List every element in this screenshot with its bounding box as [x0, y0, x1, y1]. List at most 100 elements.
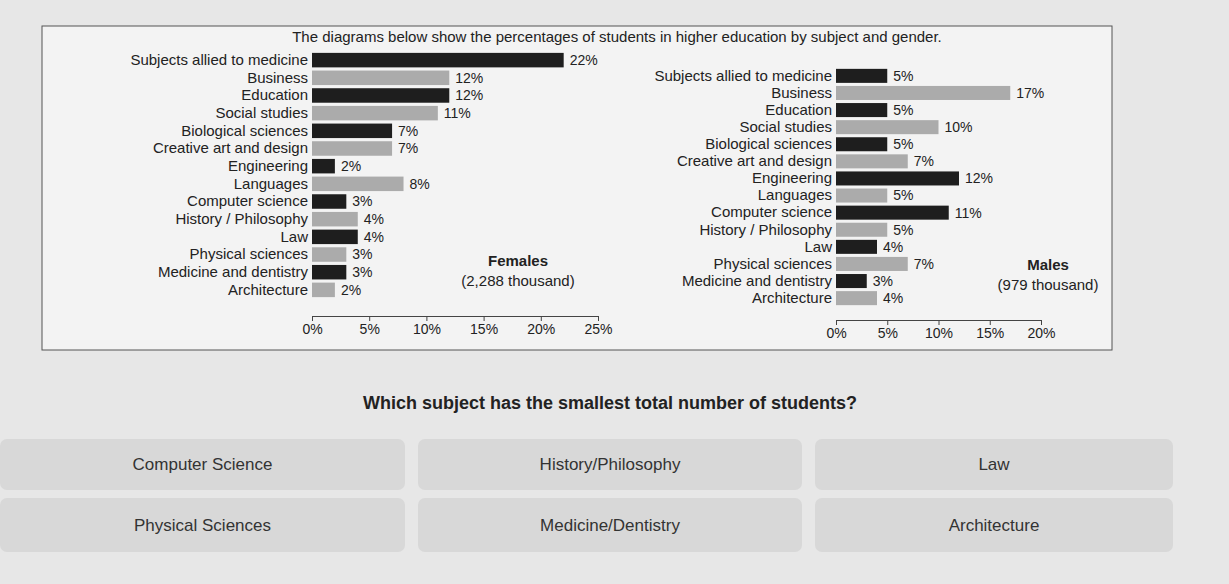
tick-label: 15%: [976, 325, 1004, 341]
chart-panel: [42, 26, 1112, 350]
button-box[interactable]: [0, 498, 405, 552]
answer-button[interactable]: History/Philosophy: [418, 439, 802, 490]
data-label: 5%: [893, 68, 913, 84]
data-label: 2%: [341, 158, 361, 174]
category-tick: Languages: [758, 186, 832, 203]
category-label: History / Philosophy: [175, 210, 308, 227]
answer-button[interactable]: Computer Science: [0, 439, 405, 490]
title: The diagrams below show the percentages …: [292, 28, 942, 45]
annotations: Males(979 thousand): [998, 256, 1099, 293]
data-label: 7%: [398, 140, 418, 156]
button-label[interactable]: Architecture: [949, 516, 1040, 535]
category-axis: Subjects allied to medicineBusinessEduca…: [654, 67, 832, 306]
category-tick: Engineering: [228, 157, 308, 174]
data-label: 12%: [965, 170, 993, 186]
category-tick: Education: [241, 86, 308, 103]
category-tick: Education: [765, 101, 832, 118]
button-label[interactable]: Medicine/Dentistry: [540, 516, 680, 535]
category-tick: Medicine and dentistry: [158, 263, 309, 280]
data-label: 4%: [883, 239, 903, 255]
answer-button[interactable]: Physical Sciences: [0, 498, 405, 552]
question: Which subject has the smallest total num…: [363, 393, 857, 413]
bar: [312, 283, 335, 297]
button-label[interactable]: History/Philosophy: [540, 455, 681, 474]
button-label[interactable]: Law: [978, 455, 1010, 474]
bar: [312, 247, 346, 261]
button-label[interactable]: Physical Sciences: [134, 516, 271, 535]
value-tick: 10%: [413, 316, 441, 337]
tick-label: 15%: [470, 321, 498, 337]
answer-button[interactable]: Medicine/Dentistry: [418, 498, 802, 552]
data-label: 11%: [955, 205, 982, 221]
bar: [312, 159, 335, 173]
data-label: 2%: [341, 282, 361, 298]
button-box[interactable]: [418, 498, 802, 552]
bar: [836, 189, 887, 203]
data-label: 10%: [945, 119, 973, 135]
category-label: History / Philosophy: [699, 221, 832, 238]
data-labels: 5%17%5%10%5%7%12%5%11%5%4%7%3%4%: [873, 68, 1045, 306]
category-axis: Subjects allied to medicineBusinessEduca…: [130, 51, 308, 298]
annotation: Females: [488, 252, 548, 269]
category-label: Creative art and design: [153, 139, 308, 156]
category-label: Computer science: [187, 192, 308, 209]
category-tick: History / Philosophy: [699, 221, 832, 238]
category-label: Social studies: [739, 118, 832, 135]
value-tick: 15%: [976, 320, 1004, 341]
data-label: 11%: [444, 105, 471, 121]
data-label: 12%: [455, 87, 483, 103]
category-label: Education: [765, 101, 832, 118]
bar: [312, 71, 449, 85]
category-label: Law: [804, 238, 832, 255]
bar: [312, 194, 346, 208]
button-label[interactable]: Computer Science: [133, 455, 273, 474]
category-tick: Social studies: [215, 104, 308, 121]
value-tick: 5%: [878, 320, 898, 341]
data-label: 5%: [893, 136, 913, 152]
data-label: 5%: [893, 187, 913, 203]
bar: [312, 141, 392, 155]
category-label: Languages: [758, 186, 832, 203]
tick-label: 5%: [360, 321, 380, 337]
button-box[interactable]: [0, 439, 405, 490]
category-label: Engineering: [752, 169, 832, 186]
bar: [836, 120, 939, 134]
bar: [836, 223, 887, 237]
button-box[interactable]: [418, 439, 802, 490]
tick-label: 0%: [302, 321, 322, 337]
category-tick: Computer science: [711, 203, 832, 220]
category-label: Creative art and design: [677, 152, 832, 169]
data-label: 3%: [352, 264, 372, 280]
answer-button[interactable]: Architecture: [815, 498, 1173, 552]
value-tick: 0%: [826, 320, 846, 341]
tick-label: 10%: [413, 321, 441, 337]
bar: [312, 230, 358, 244]
button-box[interactable]: [815, 439, 1173, 490]
button-box[interactable]: [815, 498, 1173, 552]
answer-button[interactable]: Law: [815, 439, 1173, 490]
category-label: Engineering: [228, 157, 308, 174]
bar: [312, 53, 564, 67]
bar: [312, 265, 346, 279]
tick-label: 20%: [1027, 325, 1055, 341]
category-label: Social studies: [215, 104, 308, 121]
category-label: Architecture: [228, 281, 308, 298]
value-tick: 20%: [1027, 320, 1055, 341]
axis-line: [313, 317, 599, 322]
category-tick: Biological sciences: [705, 135, 832, 152]
category-tick: Medicine and dentistry: [682, 272, 833, 289]
category-tick: Computer science: [187, 192, 308, 209]
category-tick: Creative art and design: [153, 139, 308, 156]
bar: [312, 124, 392, 138]
category-label: Education: [241, 86, 308, 103]
bar: [836, 240, 877, 254]
bars: [312, 53, 564, 297]
value-tick: 5%: [360, 316, 380, 337]
tick-label: 0%: [826, 325, 846, 341]
data-label: 4%: [883, 290, 903, 306]
bar: [836, 257, 908, 271]
bar: [836, 206, 949, 220]
category-label: Business: [247, 69, 308, 86]
data-label: 17%: [1016, 85, 1044, 101]
value-axis: 0%5%10%15%20%25%: [302, 316, 612, 337]
